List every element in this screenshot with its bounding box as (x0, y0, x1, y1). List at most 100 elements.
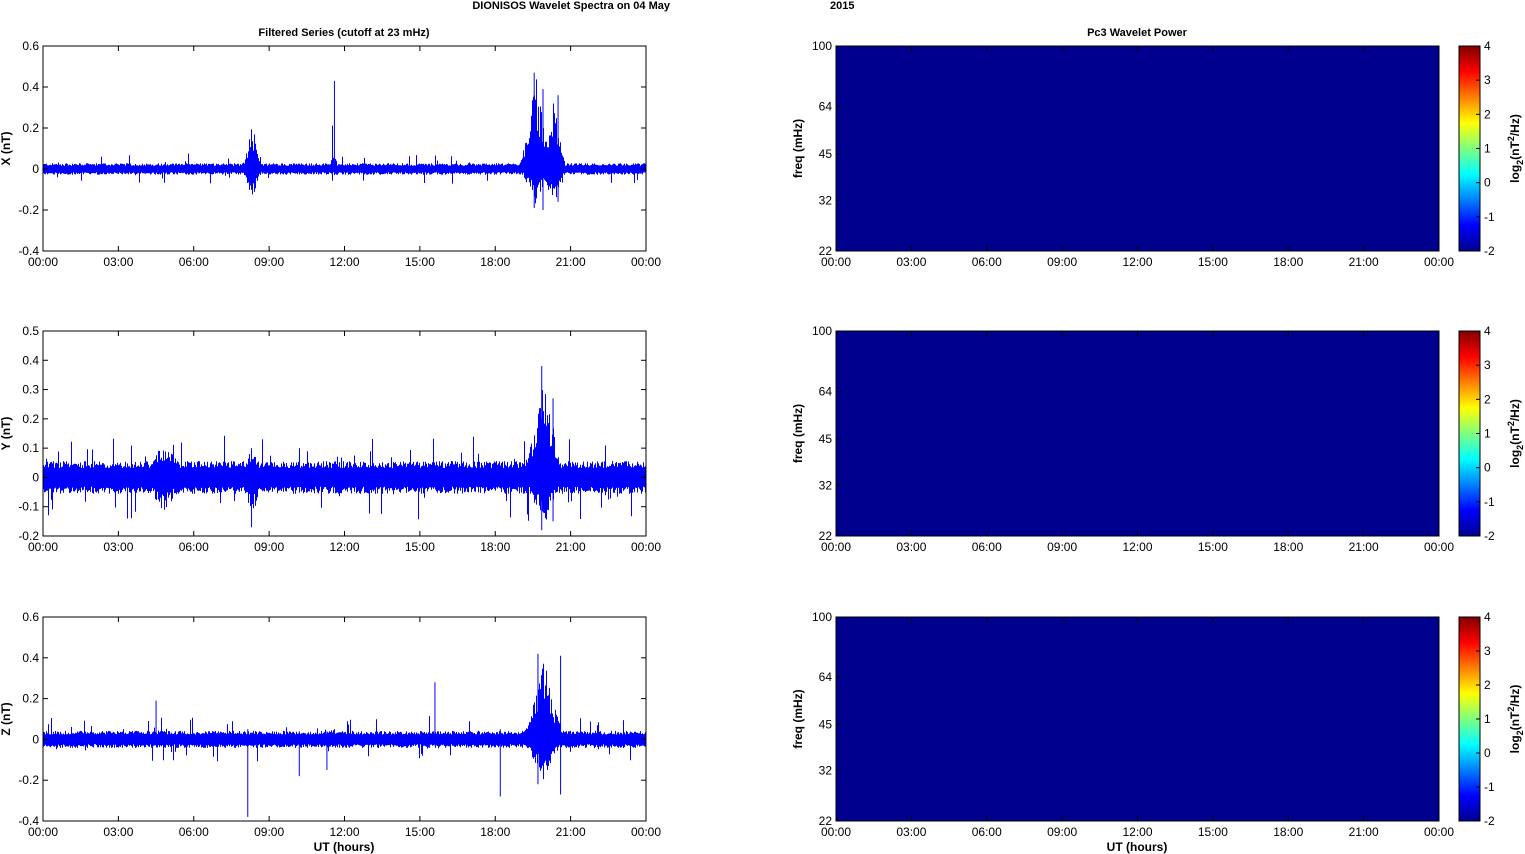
colorbar-label-part: log (1508, 165, 1522, 183)
colorbar-label: log2(nT2/Hz) (1506, 114, 1525, 183)
spec-xtick-label: 15:00 (1198, 255, 1228, 269)
ytick-label: 0.6 (22, 610, 39, 624)
ytick-label: 0.4 (22, 80, 39, 94)
plot-area (43, 331, 646, 536)
colorbar-tick-label: -1 (1484, 495, 1495, 509)
colorbar-label-part: (nT (1508, 141, 1522, 160)
ylabel: freq (mHz) (791, 689, 805, 748)
spec-xtick-label: 00:00 (1424, 255, 1454, 269)
colorbar-tick-label: 0 (1484, 746, 1491, 760)
spec-xtick-label: 06:00 (972, 540, 1002, 554)
colorbar-tick-label: 0 (1484, 176, 1491, 190)
ts-xtick-label: 21:00 (556, 825, 586, 839)
ts-xtick-label: 09:00 (254, 255, 284, 269)
right-xlabel: UT (hours) (1107, 840, 1168, 854)
colorbar-label-part: (nT (1508, 426, 1522, 445)
colorbar-tick-label: 2 (1484, 392, 1491, 406)
ts-xtick-label: 12:00 (329, 825, 359, 839)
ts-xtick-label: 00:00 (28, 825, 58, 839)
ytick-label: -0.2 (18, 773, 39, 787)
colorbar-label-part: 2 (1506, 707, 1516, 712)
spec-xtick-label: 21:00 (1349, 540, 1379, 554)
ytick-label: 0.3 (22, 383, 39, 397)
ytick-label: 45 (819, 432, 833, 446)
ts-xtick-label: 15:00 (405, 825, 435, 839)
ts-xtick-label: 21:00 (556, 540, 586, 554)
left-xlabel: UT (hours) (314, 840, 375, 854)
wavelet-power-image (836, 46, 1439, 251)
ylabel: freq (mHz) (791, 119, 805, 178)
ylabel: Y (nT) (0, 417, 13, 451)
wavelet-power-image (836, 617, 1439, 821)
ylabel: freq (mHz) (791, 404, 805, 463)
spec-xtick-label: 15:00 (1198, 825, 1228, 839)
ytick-label: 32 (819, 478, 833, 492)
colorbar-tick-label: 3 (1484, 358, 1491, 372)
spec-xtick-label: 12:00 (1122, 540, 1152, 554)
ts-xtick-label: 18:00 (480, 255, 510, 269)
ytick-label: 0 (32, 732, 39, 746)
colorbar-tick-label: 3 (1484, 644, 1491, 658)
colorbar-tick-label: 4 (1484, 324, 1491, 338)
spec-xtick-label: 03:00 (896, 255, 926, 269)
spec-xtick-label: 09:00 (1047, 255, 1077, 269)
colorbar-label-part: log (1508, 735, 1522, 753)
colorbar-tick-label: 2 (1484, 107, 1491, 121)
ytick-label: 0.2 (22, 692, 39, 706)
spec-xtick-label: 18:00 (1273, 255, 1303, 269)
colorbar-label-part: (nT (1508, 711, 1522, 730)
ytick-label: 22 (819, 529, 833, 543)
colorbar-tick-label: 4 (1484, 39, 1491, 53)
ts-xtick-label: 00:00 (28, 540, 58, 554)
spec-xtick-label: 21:00 (1349, 825, 1379, 839)
spec-xtick-label: 21:00 (1349, 255, 1379, 269)
series-z (43, 653, 646, 817)
colorbar-tick-label: 1 (1484, 712, 1491, 726)
spec-xtick-label: 03:00 (896, 825, 926, 839)
colorbar-tick-label: -1 (1484, 780, 1495, 794)
colorbar-tick-label: -1 (1484, 210, 1495, 224)
ytick-label: 32 (819, 193, 833, 207)
ts-xtick-label: 00:00 (631, 540, 661, 554)
ts-xtick-label: 09:00 (254, 825, 284, 839)
spec-xtick-label: 12:00 (1122, 825, 1152, 839)
spec-xtick-label: 06:00 (972, 825, 1002, 839)
left-column-title: Filtered Series (cutoff at 23 mHz) (258, 27, 429, 39)
ylabel: X (nT) (0, 132, 13, 166)
ts-xtick-label: 21:00 (556, 255, 586, 269)
spec-xtick-label: 15:00 (1198, 540, 1228, 554)
ts-xtick-label: 06:00 (179, 255, 209, 269)
ts-xtick-label: 18:00 (480, 825, 510, 839)
colorbar-label-part: 2 (1515, 445, 1525, 450)
colorbar-label-part: 2 (1506, 421, 1516, 426)
spec-xtick-label: 09:00 (1047, 825, 1077, 839)
ytick-label: 0.5 (22, 324, 39, 338)
ytick-label: 0 (32, 162, 39, 176)
ytick-label: 64 (819, 384, 833, 398)
ts-xtick-label: 12:00 (329, 540, 359, 554)
colorbar-label-part: 2 (1506, 136, 1516, 141)
colorbar-label-part: /Hz) (1508, 114, 1522, 136)
ytick-label: 32 (819, 764, 833, 778)
ts-xtick-label: 15:00 (405, 255, 435, 269)
colorbar-tick-label: 1 (1484, 427, 1491, 441)
spec-xtick-label: 00:00 (1424, 825, 1454, 839)
ylabel: Z (nT) (0, 702, 13, 735)
colorbar-tick-label: 0 (1484, 461, 1491, 475)
ytick-label: 22 (819, 814, 833, 828)
spec-xtick-label: 18:00 (1273, 540, 1303, 554)
ts-xtick-label: 03:00 (103, 255, 133, 269)
ytick-label: 0.4 (22, 353, 39, 367)
ytick-label: 0 (32, 470, 39, 484)
ytick-label: -0.4 (18, 814, 39, 828)
figure-title: DIONISOS Wavelet Spectra on 04 May (472, 0, 671, 12)
ytick-label: 45 (819, 718, 833, 732)
spec-xtick-label: 12:00 (1122, 255, 1152, 269)
ytick-label: 0.6 (22, 39, 39, 53)
ytick-label: -0.1 (18, 500, 39, 514)
ts-xtick-label: 15:00 (405, 540, 435, 554)
